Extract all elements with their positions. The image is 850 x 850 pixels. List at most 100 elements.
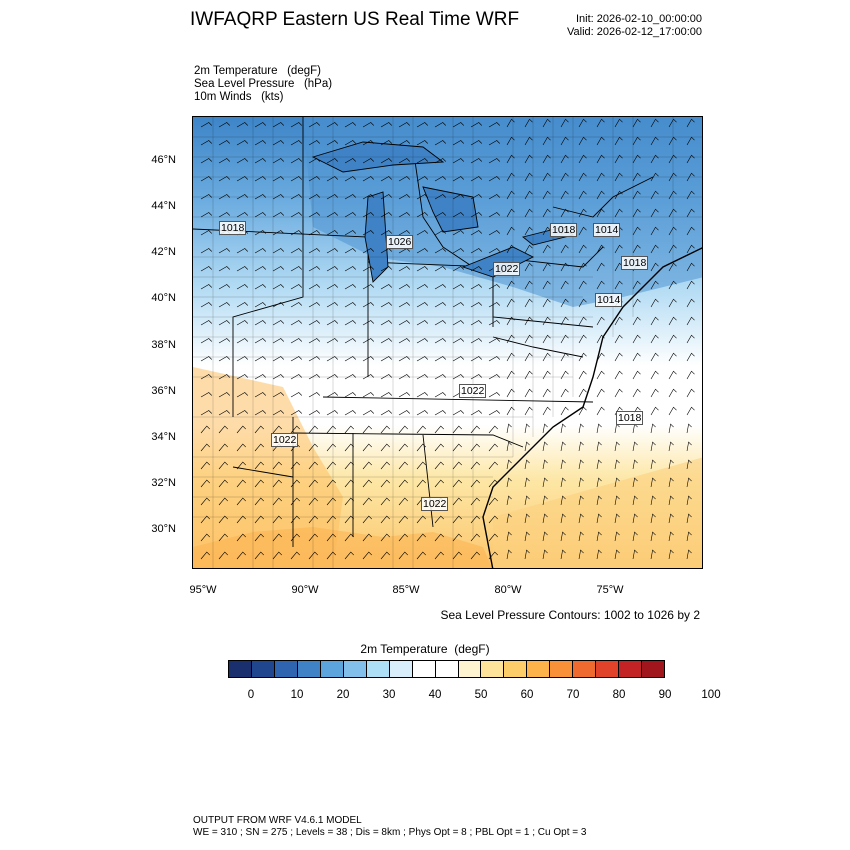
wind-barb [254, 176, 267, 182]
gulf-coast [193, 527, 493, 568]
wind-barb [362, 551, 373, 560]
wind-barb [488, 461, 499, 470]
wind-barb [560, 334, 569, 344]
wind-barb [614, 459, 620, 470]
wind-barb [506, 154, 515, 164]
wind-barb [254, 320, 267, 326]
wind-barb [434, 194, 447, 200]
wind-barb [686, 190, 695, 200]
wind-barb [596, 208, 605, 218]
warm-region-ocean [493, 457, 702, 568]
wind-barb [236, 248, 249, 254]
wind-barb [686, 244, 695, 254]
wind-barb [632, 208, 641, 218]
wind-barb [416, 356, 429, 362]
wind-barb [686, 459, 692, 470]
wind-barb [308, 320, 321, 326]
wind-barb [344, 158, 357, 164]
wind-barb [470, 356, 483, 362]
wind-barb [452, 320, 465, 326]
wind-barb [254, 302, 267, 308]
wind-barb [290, 248, 303, 254]
wind-barb [272, 284, 285, 290]
wind-barb [380, 158, 393, 164]
wind-barb [596, 495, 602, 506]
wind-barb [632, 244, 641, 254]
wind-barb [650, 495, 656, 506]
field-winds: 10m Winds (kts) [194, 91, 284, 103]
wind-barb [506, 190, 515, 200]
wind-barb [686, 298, 695, 308]
wind-barb [200, 461, 211, 470]
wind-barb [452, 302, 465, 308]
wind-barb [380, 497, 391, 506]
wind-barb [596, 459, 602, 470]
wind-barb [416, 266, 429, 272]
wind-barb [200, 392, 213, 398]
wind-barb [686, 226, 695, 236]
wind-barb [650, 244, 659, 254]
wind-barb [434, 461, 445, 470]
wind-barb [326, 212, 339, 218]
wind-barb [434, 266, 447, 272]
wind-barb [578, 531, 584, 542]
wind-barb [452, 194, 465, 200]
wind-barb [308, 248, 321, 254]
wind-barb [560, 388, 569, 398]
wind-barb [236, 212, 249, 218]
wind-barb [344, 140, 357, 146]
wind-barb [326, 176, 339, 182]
wind-barb [470, 479, 481, 488]
wind-barb [452, 122, 465, 128]
slp-label: 1022 [421, 497, 449, 511]
wind-barb [344, 425, 355, 434]
wind-barb [344, 533, 355, 542]
wind-barb [596, 352, 605, 362]
lon-label: 85°W [392, 584, 420, 596]
wind-barb [542, 280, 551, 290]
wind-barb [614, 352, 623, 362]
wind-barb [290, 338, 303, 344]
wind-barb [614, 388, 623, 398]
wind-barb [416, 194, 429, 200]
wind-barb [200, 551, 211, 560]
wind-barb [434, 122, 447, 128]
wind-barb [236, 479, 247, 488]
wind-barb [272, 176, 285, 182]
wind-barb [488, 356, 501, 362]
wind-barb [308, 515, 319, 524]
wind-barb [200, 176, 213, 182]
wind-barb [236, 410, 249, 416]
wind-barb [578, 477, 584, 488]
wind-barb [236, 551, 247, 560]
wind-barb [578, 280, 587, 290]
colorbar-label: 20 [336, 689, 350, 701]
wind-barb [560, 316, 569, 326]
wind-barb [686, 118, 695, 128]
wind-barb [668, 154, 677, 164]
wind-barb [452, 230, 465, 236]
wind-barb [578, 334, 587, 344]
wind-barb [614, 244, 623, 254]
wind-barb [344, 497, 355, 506]
wind-barb [488, 479, 499, 488]
wind-barb [290, 140, 303, 146]
wind-barb [254, 140, 267, 146]
wind-barb [434, 212, 447, 218]
wind-barb [596, 513, 602, 524]
wind-barb [308, 338, 321, 344]
wind-barb [362, 410, 375, 416]
wind-barb [290, 176, 303, 182]
wind-barb [506, 423, 512, 434]
wind-barb [308, 212, 321, 218]
lat-label: 46°N [151, 154, 176, 166]
wind-barb [560, 513, 566, 524]
wind-barb [434, 284, 447, 290]
wind-barb [686, 477, 692, 488]
wind-barb [272, 410, 285, 416]
wind-barb [452, 410, 465, 416]
wind-barb [452, 443, 463, 452]
wind-barb [236, 533, 247, 542]
run-times: Init: 2026-02-10_00:00:00 Valid: 2026-02… [567, 13, 702, 39]
wind-barb [668, 423, 674, 434]
